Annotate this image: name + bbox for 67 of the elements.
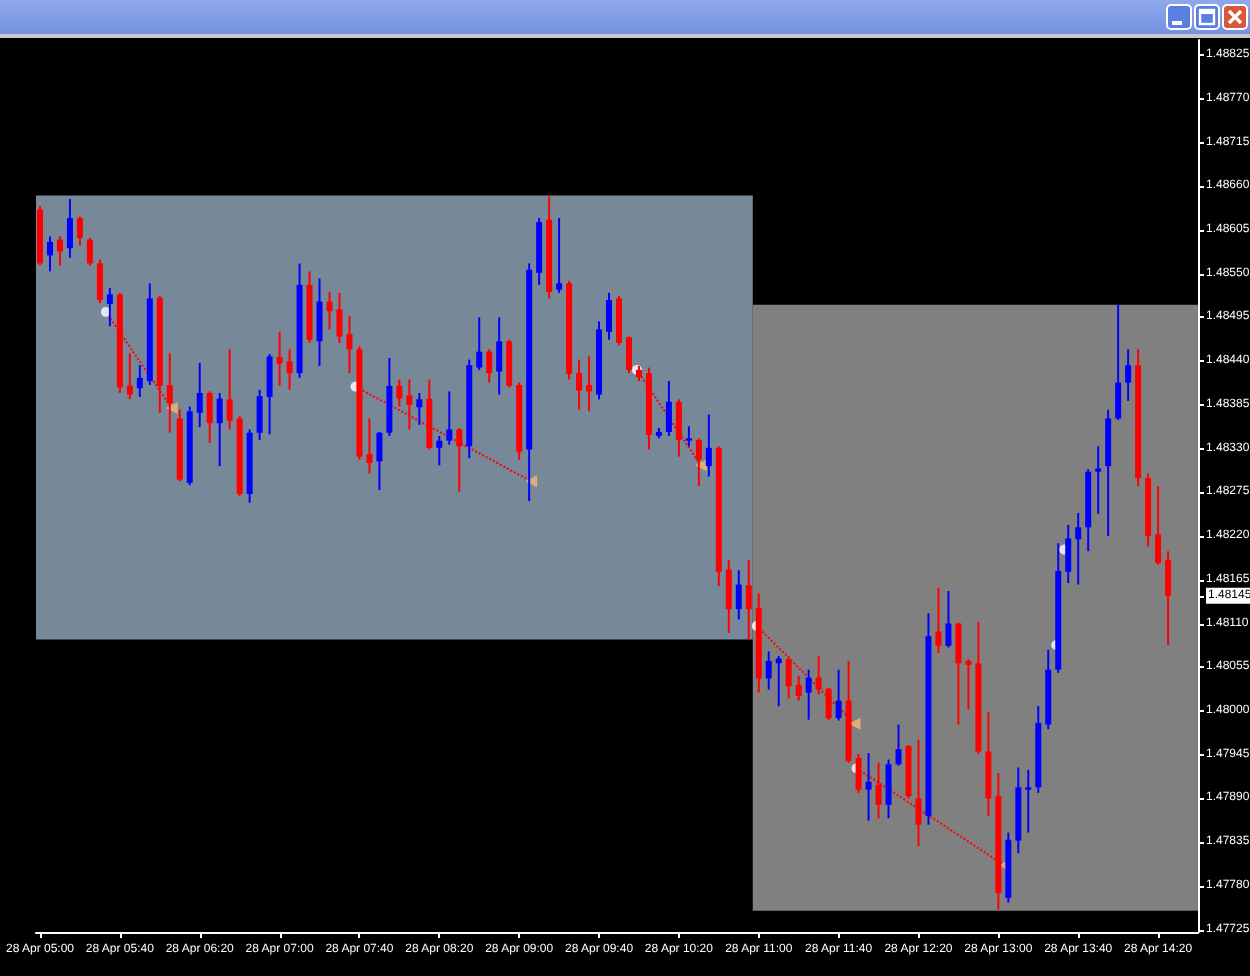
- candlestick: [785, 655, 792, 700]
- candlestick: [685, 425, 692, 448]
- candlestick: [1165, 550, 1172, 646]
- candlestick: [196, 361, 203, 429]
- candlestick: [216, 391, 223, 468]
- candlestick: [1155, 485, 1162, 566]
- candlestick: [346, 314, 353, 375]
- candlestick: [945, 589, 952, 649]
- candlestick: [326, 291, 333, 331]
- candlestick: [616, 294, 622, 347]
- candlestick: [735, 569, 742, 621]
- candlestick: [985, 710, 992, 817]
- candlestick: [1115, 303, 1122, 422]
- candlestick: [606, 291, 613, 341]
- candlestick: [276, 330, 283, 387]
- candlestick: [226, 348, 233, 431]
- candlestick: [1095, 445, 1102, 515]
- candlestick: [496, 316, 503, 396]
- candlestick: [56, 235, 63, 267]
- candlestick: [206, 390, 213, 445]
- candlestick: [136, 364, 143, 398]
- candlestick: [1125, 348, 1132, 402]
- candlestick: [885, 758, 892, 820]
- candlestick: [1025, 768, 1032, 834]
- candlestick: [955, 621, 962, 726]
- candlestick: [46, 235, 53, 273]
- candlestick: [286, 348, 293, 391]
- candlestick: [86, 236, 93, 267]
- candlestick: [256, 388, 263, 441]
- candlestick: [665, 380, 672, 437]
- candlestick: [556, 217, 563, 294]
- candlestick: [436, 434, 443, 467]
- candlestick: [266, 353, 273, 436]
- candlestick: [576, 358, 583, 411]
- candlestick: [805, 668, 812, 721]
- candlestick: [725, 558, 732, 635]
- candlestick: [895, 723, 902, 767]
- candlestick: [376, 430, 383, 491]
- candlestick: [76, 215, 83, 247]
- candlestick: [965, 658, 972, 711]
- candlestick: [935, 586, 942, 654]
- candlestick: [765, 650, 772, 691]
- candlestick: [1105, 408, 1112, 538]
- candlestick: [625, 335, 632, 375]
- candlestick: [446, 390, 453, 446]
- candlestick: [745, 558, 752, 641]
- candlestick: [96, 258, 103, 305]
- candlestick: [586, 355, 593, 413]
- candlestick: [316, 277, 323, 367]
- candlestick: [106, 287, 113, 328]
- candlestick: [366, 417, 373, 475]
- candlestick: [506, 338, 513, 389]
- candlestick: [386, 357, 393, 437]
- candlestick: [705, 413, 712, 478]
- candlestick: [126, 352, 133, 401]
- candlestick: [336, 291, 343, 344]
- candlestick: [1075, 512, 1082, 586]
- candlestick: [486, 348, 493, 384]
- candlestick: [675, 398, 682, 458]
- candlestick: [66, 198, 73, 259]
- candlestick: [795, 675, 802, 702]
- candlestick: [416, 391, 423, 426]
- candlestick: [1065, 523, 1072, 584]
- candlestick: [865, 752, 872, 822]
- candlestick: [476, 316, 483, 371]
- candlestick: [835, 668, 842, 722]
- candlestick: [815, 655, 822, 696]
